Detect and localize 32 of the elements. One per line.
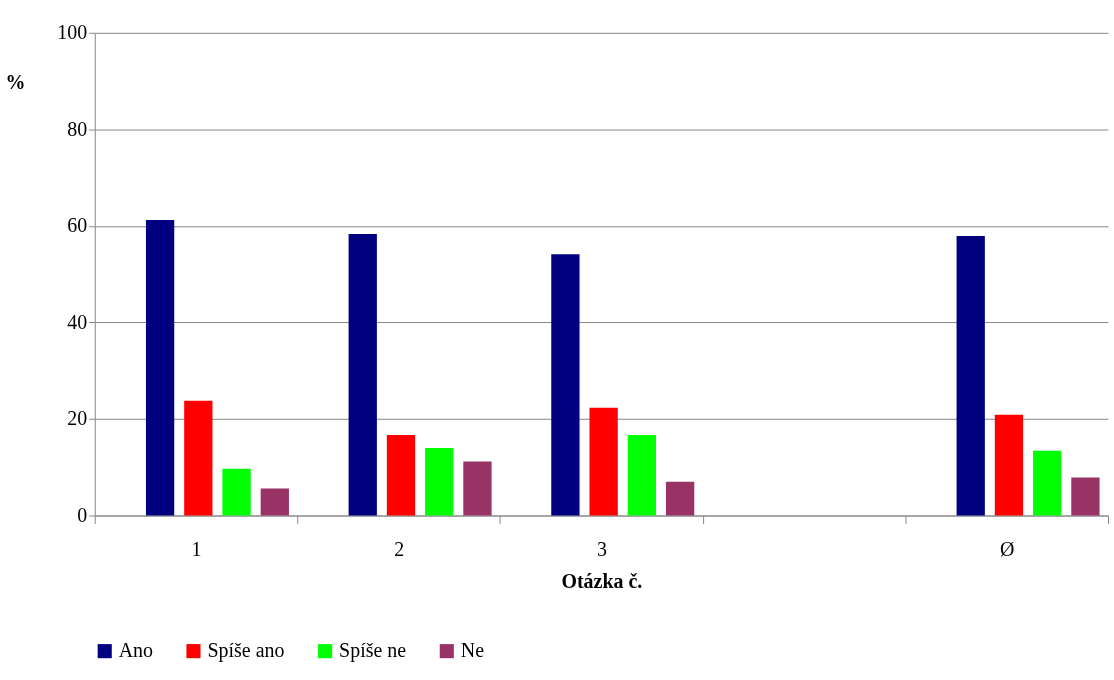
bar [386,434,416,516]
y-tick-label: 20 [67,407,88,430]
bar [463,461,492,516]
bar [994,414,1024,516]
y-tick-label: 40 [67,310,88,333]
bar [665,481,695,516]
legend-label: Spíše ano [207,639,285,663]
bar [551,254,580,516]
bar [956,236,985,516]
y-tick-label: 100 [57,21,88,44]
legend-label: Spíše ne [339,639,407,663]
x-tick-label: Ø [999,537,1015,560]
y-axis-title: % [5,71,26,94]
bar [260,488,289,516]
y-tick-label: 60 [67,214,88,237]
bar [627,434,657,516]
bar [1033,450,1062,516]
bar [145,220,175,516]
bar [1071,477,1100,516]
x-tick-label: 2 [394,537,405,560]
bar [184,400,213,516]
x-tick-label: 3 [596,537,607,560]
x-axis-title: Otázka č. [561,569,643,592]
bar [222,468,251,516]
legend-label: Ano [118,639,154,662]
legend-label: Ne [460,639,485,662]
bar [348,234,377,516]
bar [589,407,618,516]
y-tick-label: 80 [67,117,88,140]
x-tick-label: 1 [191,537,202,560]
y-tick-label: 0 [77,503,88,526]
bar [425,447,454,516]
